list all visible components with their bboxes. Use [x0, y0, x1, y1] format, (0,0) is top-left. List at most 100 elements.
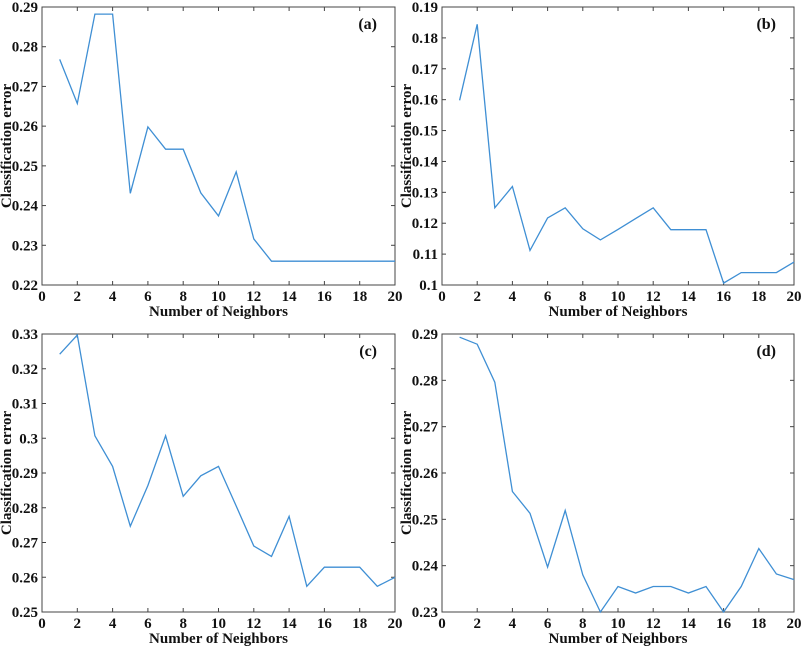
y-axis-label: Classification error — [399, 84, 415, 209]
y-tick-label: 0.25 — [12, 159, 38, 175]
y-tick-label: 0.31 — [12, 397, 38, 413]
y-tick-label: 0.26 — [412, 466, 439, 482]
x-tick-label: 14 — [681, 289, 697, 305]
y-tick-label: 0.29 — [412, 327, 438, 343]
x-tick-label: 18 — [352, 289, 367, 305]
x-tick-label: 6 — [144, 616, 152, 632]
x-tick-label: 2 — [473, 289, 481, 305]
x-tick-label: 20 — [787, 616, 801, 632]
y-tick-label: 0.12 — [412, 216, 438, 232]
plot-area — [441, 333, 795, 613]
y-tick-label: 0.14 — [412, 154, 439, 170]
x-tick-label: 10 — [611, 289, 626, 305]
y-tick-label: 0.22 — [12, 278, 38, 294]
x-tick-label: 16 — [317, 616, 333, 632]
x-tick-label: 18 — [352, 616, 367, 632]
y-tick-label: 0.24 — [412, 559, 439, 575]
y-tick-label: 0.26 — [12, 119, 39, 135]
x-tick-label: 2 — [74, 616, 82, 632]
x-tick-label: 12 — [246, 289, 261, 305]
y-tick-label: 0.27 — [12, 79, 39, 95]
y-axis-label: Classification error — [399, 411, 415, 536]
panel-d: 0 2 4 6 8 10 12 14 16 18 20 0.23 0.24 0.25 0.26 0.27 0.2… — [399, 327, 801, 647]
x-tick-label: 0 — [38, 289, 46, 305]
panel-label: (b) — [756, 16, 776, 33]
x-tick-label: 20 — [388, 289, 403, 305]
x-tick-label: 20 — [388, 616, 403, 632]
x-tick-label: 6 — [144, 289, 152, 305]
x-tick-label: 0 — [38, 616, 46, 632]
plot-area — [41, 333, 396, 613]
x-tick-label: 12 — [246, 616, 261, 632]
y-tick-label: 0.17 — [412, 62, 439, 78]
plot-area — [441, 6, 795, 286]
x-tick-label: 2 — [74, 289, 82, 305]
y-tick-label: 0.27 — [412, 420, 439, 436]
x-tick-label: 18 — [751, 289, 766, 305]
x-tick-label: 4 — [109, 289, 117, 305]
x-tick-label: 6 — [544, 616, 552, 632]
plot-area — [41, 6, 396, 286]
y-axis-label: Classification error — [0, 411, 15, 536]
x-tick-label: 12 — [646, 289, 661, 305]
y-tick-label: 0.23 — [412, 605, 438, 621]
y-tick-label: 0.26 — [12, 570, 39, 586]
x-tick-label: 12 — [646, 616, 661, 632]
x-tick-label: 16 — [716, 289, 732, 305]
panel-label: (a) — [358, 16, 377, 33]
x-tick-label: 16 — [716, 616, 732, 632]
x-tick-label: 14 — [681, 616, 697, 632]
y-tick-label: 0.32 — [12, 362, 38, 378]
panel-a: 0 2 4 6 8 10 12 14 16 18 20 0.22 0.23 0.24 0.25 0.26 0.2… — [0, 0, 403, 320]
panel-b: 0 2 4 6 8 10 12 14 16 18 20 0.1 0.11 0.12 0.13 0.14 0.15… — [399, 0, 801, 320]
x-tick-label: 2 — [473, 616, 481, 632]
error-line-series — [59, 333, 396, 588]
x-tick-label: 0 — [438, 289, 446, 305]
x-tick-label: 4 — [109, 616, 117, 632]
y-tick-label: 0.33 — [12, 327, 38, 343]
x-tick-label: 4 — [509, 616, 517, 632]
x-tick-label: 10 — [211, 616, 226, 632]
x-axis-label: Number of Neighbors — [149, 631, 288, 647]
y-tick-label: 0.3 — [19, 431, 38, 447]
y-tick-label: 0.28 — [12, 501, 38, 517]
panel-c: 0 2 4 6 8 10 12 14 16 18 20 0.25 0.26 0.27 0.28 0.29 0.3… — [0, 327, 403, 647]
y-tick-label: 0.25 — [12, 605, 38, 621]
error-line-series — [59, 13, 395, 262]
x-tick-label: 8 — [179, 616, 187, 632]
y-tick-label: 0.25 — [412, 512, 438, 528]
y-tick-label: 0.15 — [412, 124, 438, 140]
x-tick-label: 10 — [611, 616, 626, 632]
x-tick-label: 0 — [438, 616, 446, 632]
y-tick-label: 0.29 — [12, 0, 38, 16]
y-tick-label: 0.13 — [412, 185, 438, 201]
x-axis-label: Number of Neighbors — [549, 304, 688, 320]
x-tick-label: 8 — [579, 616, 587, 632]
x-tick-label: 6 — [544, 289, 552, 305]
x-tick-label: 20 — [787, 289, 801, 305]
x-tick-label: 8 — [179, 289, 187, 305]
x-tick-label: 16 — [317, 289, 333, 305]
panel-label: (d) — [756, 343, 776, 360]
y-axis-label: Classification error — [0, 84, 15, 209]
x-axis-label: Number of Neighbors — [149, 304, 288, 320]
y-tick-label: 0.28 — [12, 40, 38, 56]
y-tick-label: 0.19 — [412, 0, 438, 16]
y-tick-label: 0.28 — [412, 373, 438, 389]
y-tick-label: 0.23 — [12, 238, 38, 254]
panel-label: (c) — [359, 343, 377, 360]
y-tick-label: 0.16 — [412, 93, 439, 109]
y-tick-label: 0.27 — [12, 536, 39, 552]
y-tick-label: 0.11 — [413, 247, 438, 263]
y-tick-label: 0.29 — [12, 466, 38, 482]
x-tick-label: 4 — [509, 289, 517, 305]
x-tick-label: 8 — [579, 289, 587, 305]
y-tick-label: 0.1 — [419, 278, 438, 294]
x-tick-label: 14 — [282, 616, 298, 632]
x-tick-label: 14 — [282, 289, 298, 305]
y-tick-label: 0.24 — [12, 199, 39, 215]
x-tick-label: 18 — [751, 616, 766, 632]
y-tick-label: 0.18 — [412, 31, 438, 47]
x-axis-label: Number of Neighbors — [549, 631, 688, 647]
